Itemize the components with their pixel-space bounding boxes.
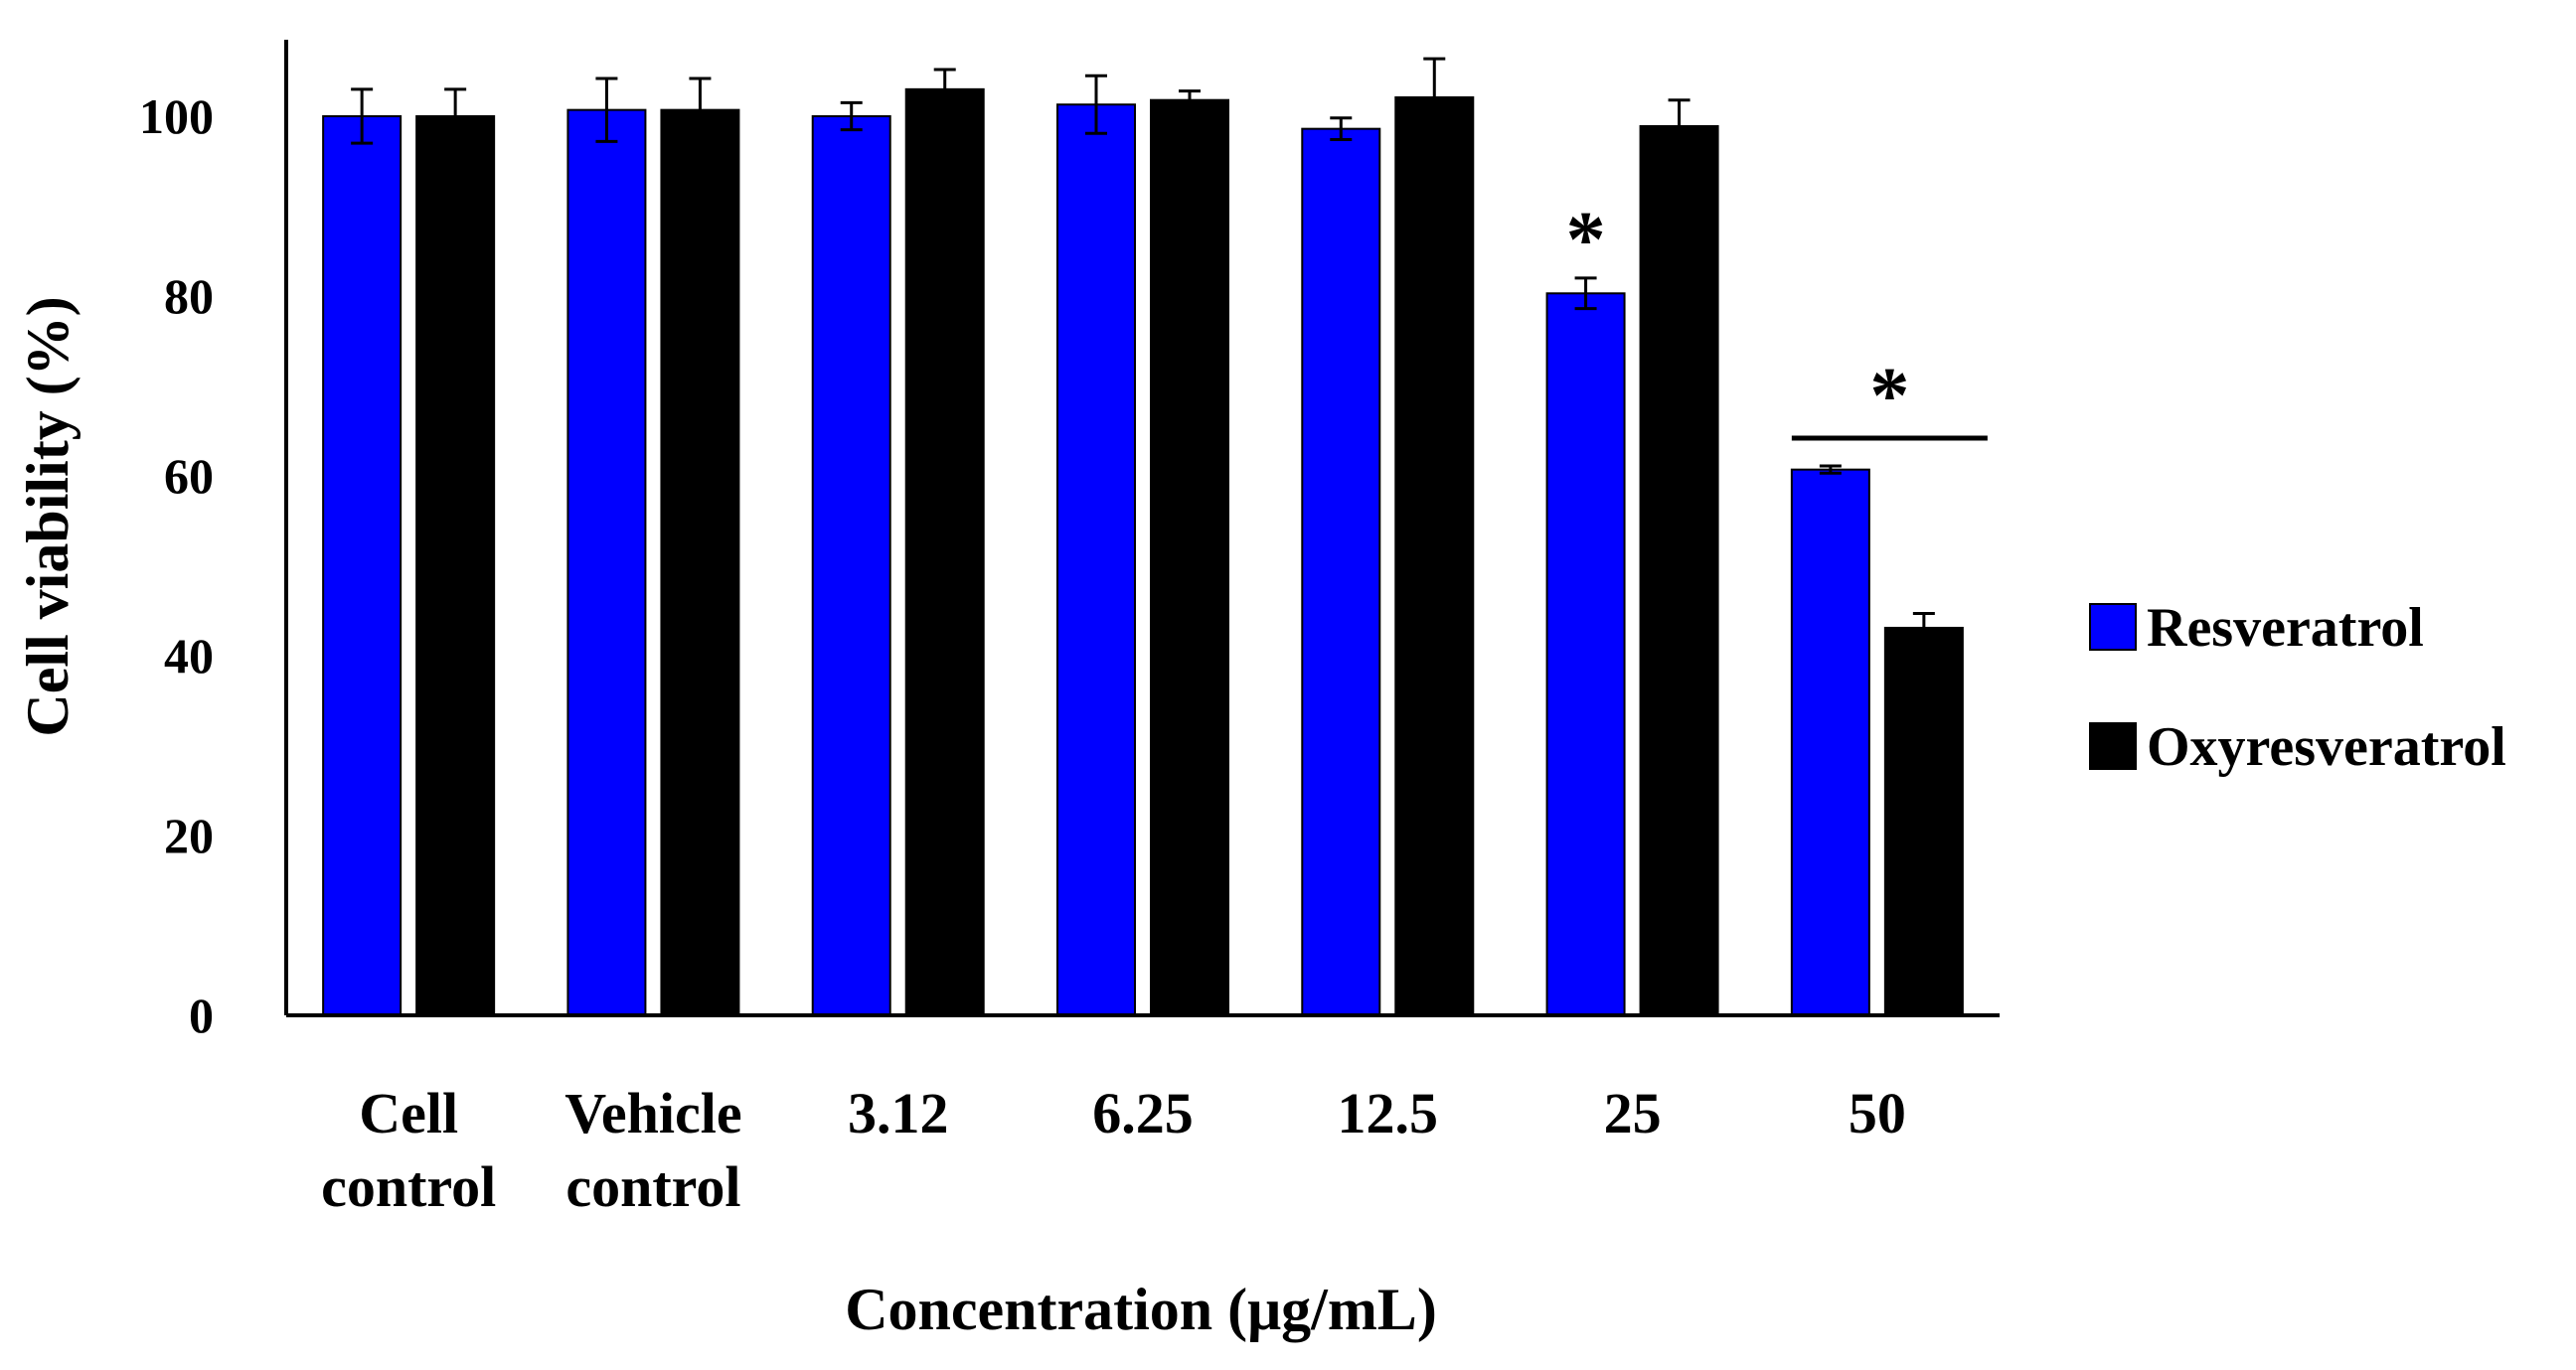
bar-resveratrol (811, 115, 891, 1016)
y-tick-label: 20 (164, 808, 214, 863)
error-bars-layer (351, 57, 1935, 644)
bar-resveratrol (1301, 127, 1381, 1017)
x-category-label: 3.12 (848, 1081, 949, 1145)
bar-resveratrol (1056, 103, 1136, 1017)
y-tick-label: 100 (139, 88, 214, 144)
legend-label-resveratrol: Resveratrol (2147, 597, 2424, 659)
x-category-labels: Cell control Vehicle control 3.12 6.25 12.5 25 5… (321, 1081, 1906, 1219)
x-category-label: Cell (359, 1081, 458, 1145)
x-category-label: control (565, 1154, 740, 1219)
bar-oxyresveratrol (415, 115, 496, 1016)
legend: Resveratrol Oxyresveratrol (2089, 597, 2506, 778)
x-category-label: control (321, 1154, 496, 1219)
bar-oxyresveratrol (1150, 98, 1229, 1016)
x-category-label: 12.5 (1338, 1081, 1439, 1145)
significance-asterisk: * (1566, 197, 1606, 284)
x-category-label: 25 (1604, 1081, 1662, 1145)
bar-oxyresveratrol (1883, 626, 1964, 1016)
x-category-label: 50 (1849, 1081, 1906, 1145)
bar-resveratrol (1545, 292, 1626, 1017)
y-tick-label: 40 (164, 628, 214, 684)
y-axis-title: Cell viability (%) (15, 296, 80, 736)
legend-swatch-oxyresveratrol (2089, 722, 2137, 770)
axes-layer (284, 40, 2000, 1017)
legend-swatch-resveratrol (2089, 603, 2137, 651)
y-tick-label: 80 (164, 268, 214, 324)
y-tick-labels: 0 20 40 60 80 100 (139, 88, 214, 1043)
y-tick-label: 0 (189, 988, 214, 1043)
bars-layer (322, 87, 1964, 1017)
significance-markers: ** (1566, 197, 1988, 441)
bar-resveratrol (566, 108, 647, 1017)
bar-oxyresveratrol (904, 87, 985, 1017)
bar-oxyresveratrol (660, 108, 740, 1017)
bar-resveratrol (1790, 468, 1870, 1017)
bar-resveratrol (322, 115, 402, 1016)
x-category-label: Vehicle (564, 1081, 741, 1145)
legend-label-oxyresveratrol: Oxyresveratrol (2147, 716, 2506, 778)
x-category-label: 6.25 (1092, 1081, 1194, 1145)
x-axis-title: Concentration (μg/mL) (845, 1277, 1437, 1342)
y-tick-label: 60 (164, 448, 214, 504)
significance-asterisk: * (1869, 353, 1909, 440)
bar-oxyresveratrol (1639, 124, 1719, 1016)
bar-oxyresveratrol (1394, 95, 1475, 1017)
